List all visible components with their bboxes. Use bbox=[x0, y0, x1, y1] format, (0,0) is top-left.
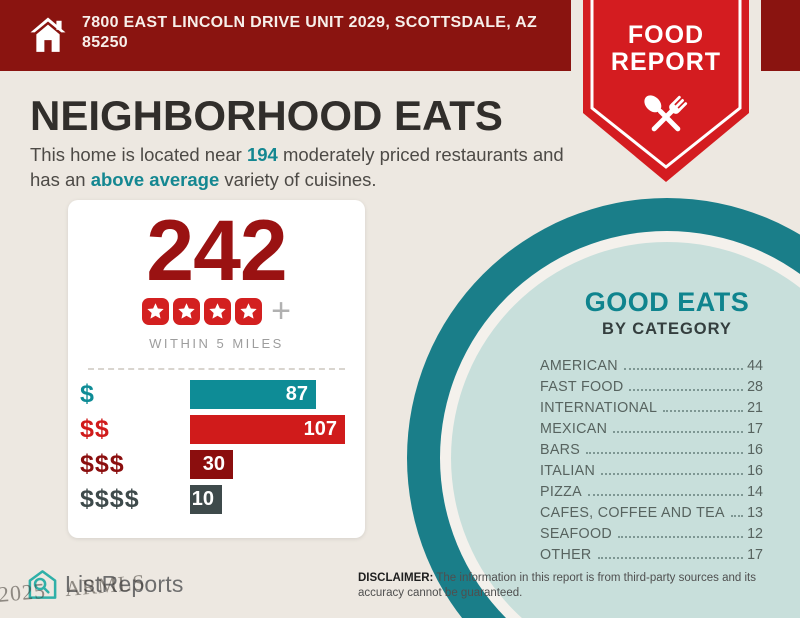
disclaimer-text: The information in this report is from t… bbox=[358, 572, 756, 599]
intro-mid: moderately priced restaurants and has an bbox=[30, 144, 564, 190]
home-icon bbox=[30, 17, 66, 52]
plus-sign: + bbox=[271, 292, 291, 330]
category-value: 14 bbox=[747, 484, 763, 500]
dotted-leader bbox=[629, 389, 744, 391]
bar-row: $87 bbox=[80, 380, 355, 409]
category-row: ITALIAN 16 bbox=[540, 464, 763, 478]
dashed-divider bbox=[88, 368, 345, 370]
rating-stars: + bbox=[68, 292, 365, 330]
category-value: 12 bbox=[747, 526, 763, 542]
badge-title-line1: FOOD bbox=[627, 21, 705, 49]
bar: 107 bbox=[190, 415, 345, 444]
category-row: PIZZA 14 bbox=[540, 485, 763, 499]
category-label: AMERICAN bbox=[540, 358, 618, 374]
dotted-leader bbox=[613, 431, 744, 433]
logo-text: ListReports bbox=[65, 571, 184, 597]
dotted-leader bbox=[588, 494, 744, 496]
bar: 87 bbox=[190, 380, 316, 409]
category-row: MEXICAN 17 bbox=[540, 422, 763, 436]
good-eats-subtitle: BY CATEGORY bbox=[602, 320, 732, 338]
bar-value: 87 bbox=[285, 383, 308, 405]
category-row: CAFES, COFFEE AND TEA 13 bbox=[540, 506, 763, 520]
category-row: SEAFOOD 12 bbox=[540, 527, 763, 541]
fork-and-spoon-icon bbox=[644, 95, 688, 132]
category-label: BARS bbox=[540, 442, 581, 458]
category-label: FAST FOOD bbox=[540, 379, 624, 395]
intro-post: variety of cuisines. bbox=[219, 169, 377, 190]
disclaimer-label: DISCLAIMER: bbox=[358, 572, 434, 584]
bar-label: $$$ bbox=[80, 450, 125, 478]
category-label: SEAFOOD bbox=[540, 526, 613, 542]
star-icon bbox=[142, 298, 170, 325]
dotted-leader bbox=[663, 410, 744, 412]
dotted-leader bbox=[730, 515, 744, 517]
category-value: 44 bbox=[747, 358, 763, 374]
intro-text: This home is located near 194 moderately… bbox=[30, 142, 582, 192]
bar-row: $$$$ 10 bbox=[80, 485, 355, 514]
category-label: ITALIAN bbox=[540, 463, 596, 479]
category-label: OTHER bbox=[540, 547, 592, 563]
intro-pre: This home is located near bbox=[30, 144, 247, 165]
category-value: 16 bbox=[747, 463, 763, 479]
category-value: 17 bbox=[747, 547, 763, 563]
bar-value: 30 bbox=[202, 453, 225, 475]
category-row: INTERNATIONAL 21 bbox=[540, 401, 763, 415]
intro-highlight: above average bbox=[90, 169, 220, 190]
bar-label: $$$$ bbox=[80, 485, 140, 513]
dotted-leader bbox=[601, 473, 744, 475]
listreports-logo: ListReports bbox=[26, 568, 184, 601]
category-label: CAFES, COFFEE AND TEA bbox=[540, 505, 725, 521]
bar-label: $ bbox=[80, 380, 95, 408]
badge-title: FOOD REPORT bbox=[571, 22, 761, 76]
bar-value: 10 bbox=[191, 488, 214, 510]
category-row: FAST FOOD 28 bbox=[540, 380, 763, 394]
good-eats-title: GOOD EATS bbox=[584, 287, 750, 317]
category-value: 28 bbox=[747, 379, 763, 395]
star-icon bbox=[173, 298, 201, 325]
listreports-house-icon bbox=[28, 570, 57, 599]
category-value: 13 bbox=[747, 505, 763, 521]
category-value: 17 bbox=[747, 421, 763, 437]
bar: 30 bbox=[190, 450, 233, 479]
dotted-leader bbox=[618, 536, 744, 538]
category-row: AMERICAN 44 bbox=[540, 359, 763, 373]
dotted-leader bbox=[623, 368, 744, 370]
category-value: 16 bbox=[747, 442, 763, 458]
page-title: NEIGHBORHOOD EATS bbox=[30, 92, 503, 139]
star-icon bbox=[204, 298, 232, 325]
bar: 10 bbox=[190, 485, 222, 514]
category-list: AMERICAN 44 FAST FOOD 28 INTERNATIONAL 21 MEXI… bbox=[540, 359, 763, 562]
badge-title-line2: REPORT bbox=[610, 48, 722, 76]
food-report-badge: FOOD REPORT bbox=[571, 0, 761, 196]
property-address: 7800 EAST LINCOLN DRIVE UNIT 2029, SCOTT… bbox=[82, 14, 538, 51]
category-value: 21 bbox=[747, 400, 763, 416]
category-row: BARS 16 bbox=[540, 443, 763, 457]
dotted-leader bbox=[597, 557, 744, 559]
total-restaurants: 242 bbox=[146, 203, 288, 299]
dotted-leader bbox=[586, 452, 744, 454]
disclaimer: DISCLAIMER: The information in this repo… bbox=[358, 571, 786, 600]
category-row: OTHER 17 bbox=[540, 548, 763, 562]
radius-caption: WITHIN 5 MILES bbox=[149, 336, 284, 351]
bar-value: 107 bbox=[303, 418, 337, 440]
bar-row: $$ 107 bbox=[80, 415, 355, 444]
category-label: PIZZA bbox=[540, 484, 583, 500]
bar-label: $$ bbox=[80, 415, 110, 443]
good-eats-panel: GOOD EATS BY CATEGORY AMERICAN 44 FAST FOO… bbox=[517, 287, 800, 569]
category-label: MEXICAN bbox=[540, 421, 608, 437]
category-label: INTERNATIONAL bbox=[540, 400, 658, 416]
restaurant-count: 194 bbox=[246, 144, 278, 165]
price-bars: $87 $$ 107 $$$ 30 $$$$ 10 bbox=[80, 380, 355, 520]
ribbon-shape bbox=[571, 0, 761, 194]
bar-row: $$$ 30 bbox=[80, 450, 355, 479]
star-icon bbox=[235, 298, 263, 325]
stats-card: 242 + WITHIN 5 MILES $87 $$ 107 $$$ 30 $$$$ 10 bbox=[68, 200, 365, 538]
